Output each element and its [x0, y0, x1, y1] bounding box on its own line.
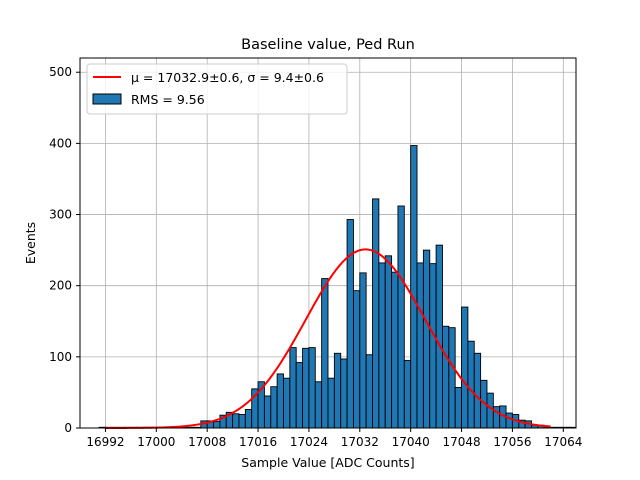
histogram-bar [308, 347, 316, 429]
histogram-bar [327, 377, 335, 429]
histogram-bar [397, 205, 405, 429]
y-tick-label: 0 [64, 421, 72, 435]
histogram-bar [270, 386, 278, 429]
x-tick-label: 17048 [442, 435, 480, 449]
y-tick-label: 500 [49, 65, 72, 79]
histogram-bar [321, 278, 329, 429]
histogram-bar [302, 347, 310, 429]
x-tick-label: 17040 [392, 435, 430, 449]
histogram-bar [461, 306, 469, 429]
y-axis-label: Events [23, 222, 38, 264]
histogram-bar [263, 395, 272, 429]
x-tick-label: 17024 [290, 435, 328, 449]
histogram-bar [384, 255, 393, 429]
x-tick-label: 16992 [86, 435, 124, 449]
y-axis-ticks: 0 100 200 300 400 500 [49, 65, 80, 435]
histogram-bar [422, 249, 431, 429]
histogram-bar [378, 262, 386, 429]
x-tick-label: 17000 [137, 435, 175, 449]
legend: μ = 17032.9±0.6, σ = 9.4±0.6 RMS = 9.56 [86, 63, 348, 115]
histogram-bar [333, 352, 342, 429]
x-tick-label: 17064 [544, 435, 582, 449]
histogram-bar [454, 386, 462, 429]
histogram-bar [372, 198, 380, 429]
histogram-bar [416, 262, 424, 429]
histogram-bar [244, 409, 253, 429]
histogram-bar [295, 362, 304, 429]
histogram-bar [486, 392, 494, 429]
y-tick-label: 300 [49, 208, 72, 222]
histogram-bar [213, 421, 221, 429]
histogram-bar [238, 414, 246, 429]
x-axis-label: Sample Value [ADC Counts] [241, 455, 414, 470]
histogram-bar [289, 347, 297, 429]
plot-frame [79, 57, 577, 429]
histogram-bar [365, 354, 373, 429]
gaussian-fit-curve [105, 248, 551, 429]
histogram-bar [429, 263, 437, 429]
histogram-bar [352, 290, 361, 429]
histogram-bar [232, 413, 240, 429]
x-axis-ticks: 16992 17000 17008 17016 17024 17032 17040 17048… [86, 428, 582, 449]
x-tick-label: 17032 [341, 435, 379, 449]
x-tick-label: 17056 [493, 435, 531, 449]
histogram-bar [505, 412, 513, 429]
histogram-bar [359, 272, 367, 429]
histogram-bar [467, 340, 475, 429]
y-tick-label: 400 [49, 136, 72, 150]
histogram-bar [283, 377, 291, 429]
histogram-bar [391, 271, 399, 429]
histogram-bar [340, 358, 348, 429]
legend-rms-label: RMS = 9.56 [131, 92, 205, 107]
legend-box [86, 63, 348, 115]
histogram-bar [346, 219, 354, 429]
histogram-bar [473, 352, 482, 429]
y-tick-label: 100 [49, 350, 72, 364]
legend-fit-label: μ = 17032.9±0.6, σ = 9.4±0.6 [131, 70, 324, 85]
histogram-bar [410, 145, 418, 429]
histogram-bar [314, 381, 323, 429]
chart-title: Baseline value, Ped Run [241, 37, 415, 53]
histogram-bar [403, 359, 412, 429]
legend-bar-swatch [92, 93, 122, 105]
histogram-bar [442, 325, 450, 429]
y-tick-label: 200 [49, 279, 72, 293]
histogram-bar [435, 244, 443, 429]
histogram-bars [98, 145, 577, 429]
histogram-bar [448, 327, 456, 429]
histogram-bar [276, 373, 284, 429]
x-tick-label: 17008 [188, 435, 226, 449]
x-tick-label: 17016 [239, 435, 277, 449]
